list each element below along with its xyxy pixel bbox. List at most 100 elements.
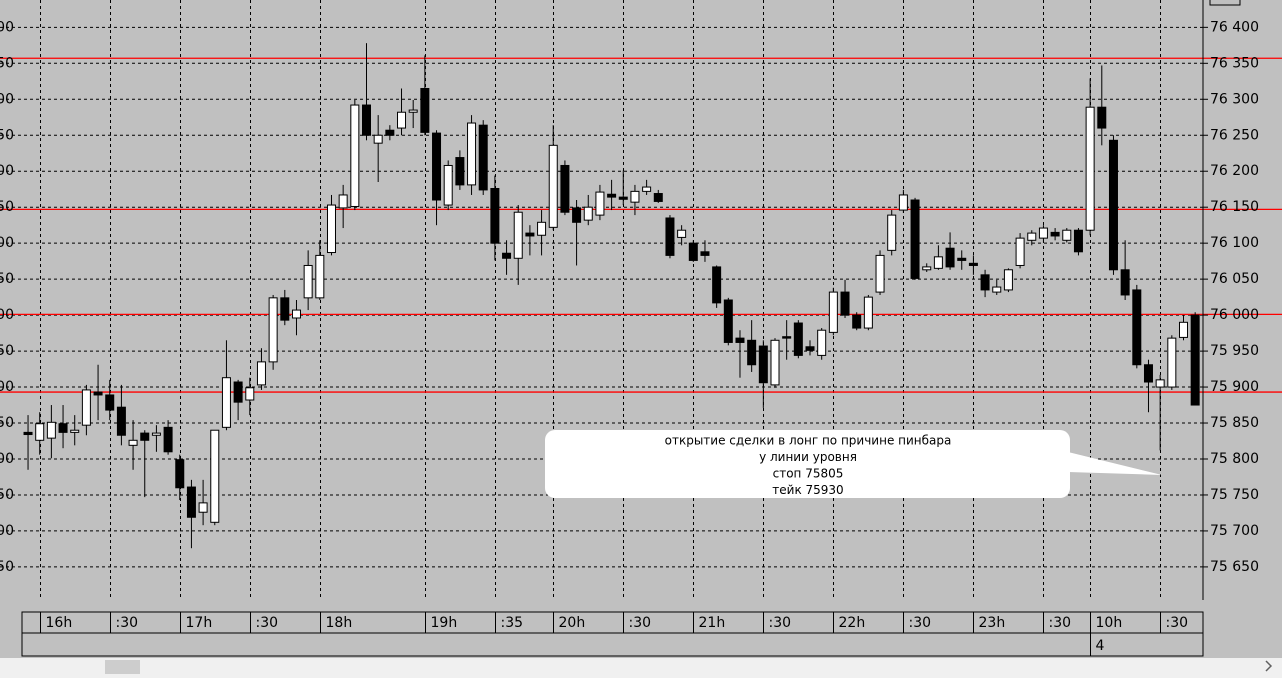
y-tick-label-left: 75 700: [0, 523, 14, 539]
candle-body: [793, 322, 803, 356]
candle-body: [712, 266, 722, 304]
scroll-thumb[interactable]: [105, 660, 140, 674]
candle-body: [1178, 321, 1188, 338]
candle-body: [945, 247, 955, 268]
scrollbar[interactable]: [0, 658, 1282, 678]
candle-body: [1190, 314, 1200, 406]
candle-body: [1120, 269, 1130, 296]
candle-body: [268, 297, 278, 363]
annotation-text: открытие сделки в лонг по причине пинбар…: [665, 434, 952, 448]
candle-body: [362, 104, 372, 136]
candle-body: [677, 229, 687, 238]
x-axis: 16h:30 17h:30 18h 19h:35 20h:30 21h:30 22h:30 2…: [40, 612, 1189, 656]
x-tick-label: 17h: [186, 615, 213, 631]
y-tick-label-left: 75 850: [0, 415, 14, 431]
candle-body: [467, 122, 477, 186]
candle-body: [957, 257, 967, 261]
y-tick-label: 76 050: [1210, 271, 1259, 287]
candle-body: [700, 251, 710, 256]
y-tick-label-left: 76 250: [0, 127, 14, 143]
y-tick-label-left: 76 150: [0, 199, 14, 215]
y-tick-label-left: 76 050: [0, 271, 14, 287]
candle-body: [910, 199, 920, 279]
candle-body: [887, 214, 897, 251]
candle-body: [828, 291, 838, 333]
candle-body: [291, 309, 301, 319]
candle-body: [1143, 364, 1153, 383]
candle-body: [151, 432, 161, 436]
y-axis: 75 650 75 650 75 700 75 700 75 750 75 750 75 8…: [0, 19, 1259, 575]
candle-body: [175, 459, 185, 489]
candle-body: [852, 314, 862, 329]
y-tick-label: 76 150: [1210, 199, 1259, 215]
x-tick-label: 16h: [46, 615, 73, 631]
candle-body: [326, 204, 336, 254]
candles: [23, 43, 1200, 549]
candle-body: [256, 361, 266, 386]
candle-body: [560, 164, 570, 213]
annotation-box: [545, 430, 1070, 498]
candle-body: [817, 329, 827, 356]
candle-body: [840, 291, 850, 316]
candle-body: [478, 124, 488, 191]
annotation-text: тейк 75930: [772, 483, 843, 497]
candle-body: [221, 377, 231, 428]
y-tick-label-left: 76 100: [0, 235, 14, 251]
x-tick-label: :30: [116, 615, 139, 631]
candle-body: [572, 207, 582, 223]
candle-body: [350, 104, 360, 207]
candle-body: [128, 439, 138, 446]
x-tick-label: :35: [501, 615, 524, 631]
y-tick-label: 75 900: [1210, 379, 1259, 395]
candle-body: [630, 190, 640, 203]
candle-body: [46, 421, 56, 439]
x-tick-label: :30: [1166, 615, 1189, 631]
candle-body: [723, 299, 733, 343]
y-tick-label: 75 750: [1210, 487, 1259, 503]
y-tick-label: 76 100: [1210, 235, 1259, 251]
x-tick-label: :30: [909, 615, 932, 631]
candle-body: [618, 196, 628, 200]
candle-body: [23, 431, 33, 436]
candle-body: [922, 266, 932, 271]
candle-body: [1003, 269, 1013, 291]
x-tick-label: 23h: [979, 615, 1006, 631]
candle-body: [233, 381, 243, 403]
candle-body: [1050, 231, 1060, 237]
time-axis-frame: [21, 611, 1204, 657]
grid: [0, 0, 1203, 600]
time-axis: [21, 611, 1204, 657]
y-tick-label-left: 75 800: [0, 451, 14, 467]
scroll-right-arrow[interactable]: [1265, 660, 1273, 672]
candle-body: [665, 217, 675, 256]
candle-body: [548, 144, 558, 228]
y-tick-label-left: 76 200: [0, 163, 14, 179]
candle-body: [303, 264, 313, 299]
y-tick-label: 76 350: [1210, 55, 1259, 71]
candle-body: [595, 191, 605, 216]
annotation-text: стоп 75805: [773, 467, 844, 481]
candle-body: [163, 426, 173, 453]
candle-body: [1027, 232, 1037, 241]
y-tick-label-left: 76 000: [0, 307, 14, 323]
x-tick-label: 22h: [839, 615, 866, 631]
x-tick-label: :30: [769, 615, 792, 631]
candle-body: [81, 389, 91, 426]
scroll-track[interactable]: [0, 658, 1282, 678]
candle-body: [1073, 229, 1083, 253]
x-tick-label: 21h: [699, 615, 726, 631]
candle-body: [455, 157, 465, 186]
candle-body: [408, 109, 418, 113]
annotation-text: у линии уровня: [759, 450, 857, 464]
candle-body: [968, 262, 978, 266]
corner-box: [1209, 0, 1241, 6]
candle-body: [397, 111, 407, 129]
candle-body: [338, 194, 348, 209]
candle-body: [770, 339, 780, 386]
candle-body: [1132, 289, 1142, 366]
candle-body: [642, 186, 652, 192]
candle-body: [898, 194, 908, 211]
candle-body: [502, 252, 512, 259]
